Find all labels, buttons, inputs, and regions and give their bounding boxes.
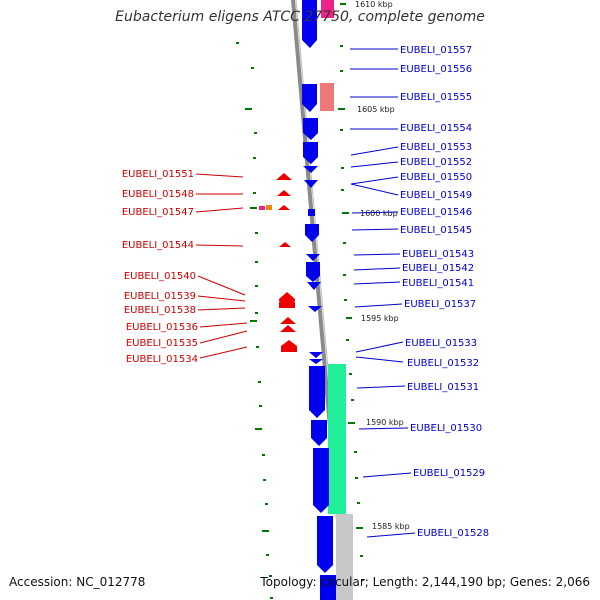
rna-feature-salmon (320, 83, 334, 111)
gene-label[interactable]: EUBELI_01554 (400, 123, 472, 134)
gene-label[interactable]: EUBELI_01531 (407, 382, 479, 393)
gene-label[interactable]: EUBELI_01532 (407, 358, 479, 369)
reverse-gene (278, 205, 290, 210)
forward-gene (302, 84, 317, 112)
forward-callouts (350, 48, 416, 538)
gene-label[interactable]: EUBELI_01549 (400, 190, 472, 201)
forward-gene (309, 352, 323, 358)
gene-label[interactable]: EUBELI_01537 (404, 299, 476, 310)
gene-label[interactable]: EUBELI_01528 (417, 528, 489, 539)
gene-label[interactable]: EUBELI_01530 (410, 423, 482, 434)
genome-title: Eubacterium eligens ATCC 27750, complete… (115, 9, 485, 25)
rna-feature-pink (321, 0, 334, 18)
gene-label[interactable]: EUBELI_01536 (126, 322, 198, 333)
topology-text: Topology: circular; Length: 2,144,190 bp… (260, 575, 590, 589)
gene-label[interactable]: EUBELI_01547 (122, 207, 194, 218)
forward-gene (307, 282, 321, 290)
reverse-genes (276, 173, 297, 352)
reverse-gene (281, 340, 297, 352)
gene-label[interactable]: EUBELI_01542 (402, 263, 474, 274)
forward-gene (303, 166, 318, 173)
gene-label[interactable]: EUBELI_01533 (405, 338, 477, 349)
forward-gene (311, 420, 327, 446)
rna-feature-pink-small (259, 206, 265, 210)
position-ticks (338, 3, 364, 581)
forward-gene (306, 254, 320, 261)
gene-label[interactable]: EUBELI_01546 (400, 207, 472, 218)
gene-label[interactable]: EUBELI_01543 (402, 249, 474, 260)
gene-label[interactable]: EUBELI_01529 (413, 468, 485, 479)
forward-gene (313, 448, 329, 513)
position-label: 1590 kbp (366, 418, 404, 427)
position-label: 1605 kbp (357, 105, 395, 114)
forward-gene (305, 224, 319, 242)
rna-feature-green (328, 364, 346, 514)
gene-label[interactable]: EUBELI_01556 (400, 64, 472, 75)
forward-gene (304, 180, 318, 188)
gene-label[interactable]: EUBELI_01545 (400, 225, 472, 236)
forward-gene (303, 142, 318, 164)
gene-label[interactable]: EUBELI_01557 (400, 45, 472, 56)
gene-label[interactable]: EUBELI_01552 (400, 157, 472, 168)
reverse-gene (280, 325, 296, 332)
rna-feature-orange-small (266, 205, 272, 210)
gene-label[interactable]: EUBELI_01553 (400, 142, 472, 153)
forward-gene (317, 516, 333, 573)
rna-feature-grey (336, 514, 353, 600)
forward-gene (308, 209, 315, 216)
gene-label[interactable]: EUBELI_01540 (124, 271, 196, 282)
position-label: 1585 kbp (372, 522, 410, 531)
forward-gene (308, 306, 322, 312)
position-ticks-outer (236, 42, 273, 599)
forward-genes (302, 0, 336, 600)
forward-gene (303, 118, 318, 140)
gene-label[interactable]: EUBELI_01544 (122, 240, 194, 251)
gene-label[interactable]: EUBELI_01534 (126, 354, 198, 365)
forward-gene (309, 359, 323, 364)
reverse-gene (277, 190, 291, 196)
forward-gene (320, 575, 336, 600)
accession-text: Accession: NC_012778 (9, 575, 146, 589)
reverse-callouts (195, 173, 248, 359)
gene-label[interactable]: EUBELI_01535 (126, 338, 198, 349)
reverse-gene (279, 296, 295, 308)
forward-gene (302, 0, 317, 48)
reverse-gene (276, 173, 292, 180)
forward-gene (306, 262, 320, 282)
gene-label[interactable]: EUBELI_01538 (124, 305, 196, 316)
reverse-gene (279, 242, 291, 247)
position-label: 1610 kbp (355, 0, 393, 9)
forward-gene (309, 366, 325, 418)
position-label: 1600 kbp (360, 209, 398, 218)
gene-label[interactable]: EUBELI_01548 (122, 189, 194, 200)
gene-label[interactable]: EUBELI_01550 (400, 172, 472, 183)
gene-label[interactable]: EUBELI_01555 (400, 92, 472, 103)
gene-label[interactable]: EUBELI_01541 (402, 278, 474, 289)
reverse-gene (280, 317, 296, 324)
position-label: 1595 kbp (361, 314, 399, 323)
gene-label[interactable]: EUBELI_01551 (122, 169, 194, 180)
gene-label[interactable]: EUBELI_01539 (124, 291, 196, 302)
